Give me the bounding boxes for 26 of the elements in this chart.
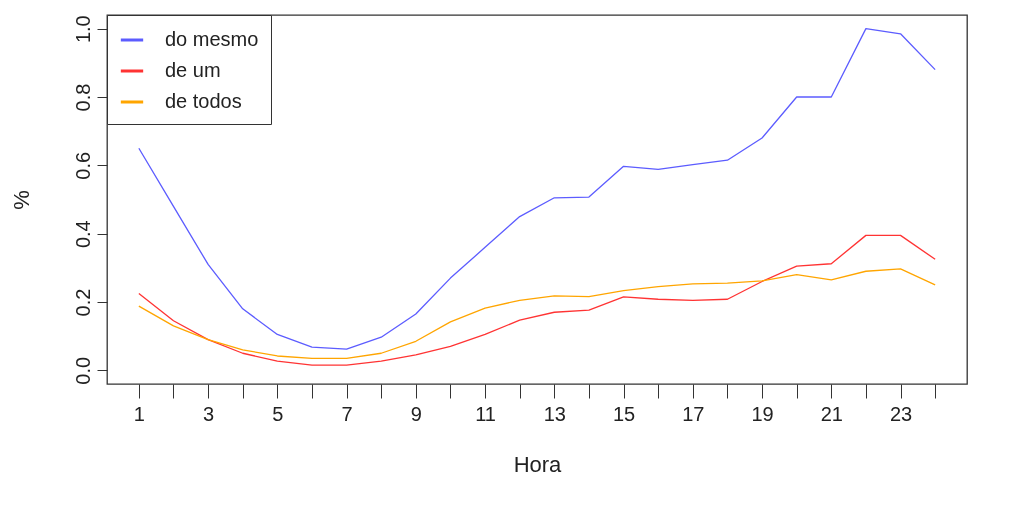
x-tick-label: 7 (341, 402, 353, 425)
y-tick-label: 0.6 (71, 151, 94, 180)
x-tick-label: 21 (820, 402, 843, 425)
x-tick-label: 23 (889, 402, 913, 425)
x-tick-label: 1 (133, 402, 145, 425)
y-tick-label: 0.8 (71, 83, 94, 112)
y-axis-title: % (8, 190, 34, 210)
legend-label: de todos (165, 90, 242, 112)
x-tick-label: 15 (612, 402, 636, 425)
x-tick-label: 3 (203, 402, 215, 425)
y-tick-label: 1.0 (71, 15, 94, 44)
x-tick-label: 5 (272, 402, 284, 425)
line-series (138, 234, 936, 366)
y-tick-label: 0.2 (71, 288, 94, 317)
x-tick-label: 11 (475, 402, 496, 425)
legend-label: de um (165, 59, 221, 81)
x-tick-label: 17 (682, 402, 705, 425)
x-tick-label: 13 (543, 402, 566, 425)
line-series (138, 28, 936, 350)
x-axis-title: Hora (513, 451, 563, 477)
line-series (138, 268, 936, 360)
y-tick-label: 0.4 (71, 220, 94, 249)
x-tick-label: 19 (751, 402, 774, 425)
legend-label: do mesmo (165, 28, 259, 50)
x-tick-label: 9 (410, 402, 422, 425)
y-tick-label: 0.0 (71, 356, 94, 385)
